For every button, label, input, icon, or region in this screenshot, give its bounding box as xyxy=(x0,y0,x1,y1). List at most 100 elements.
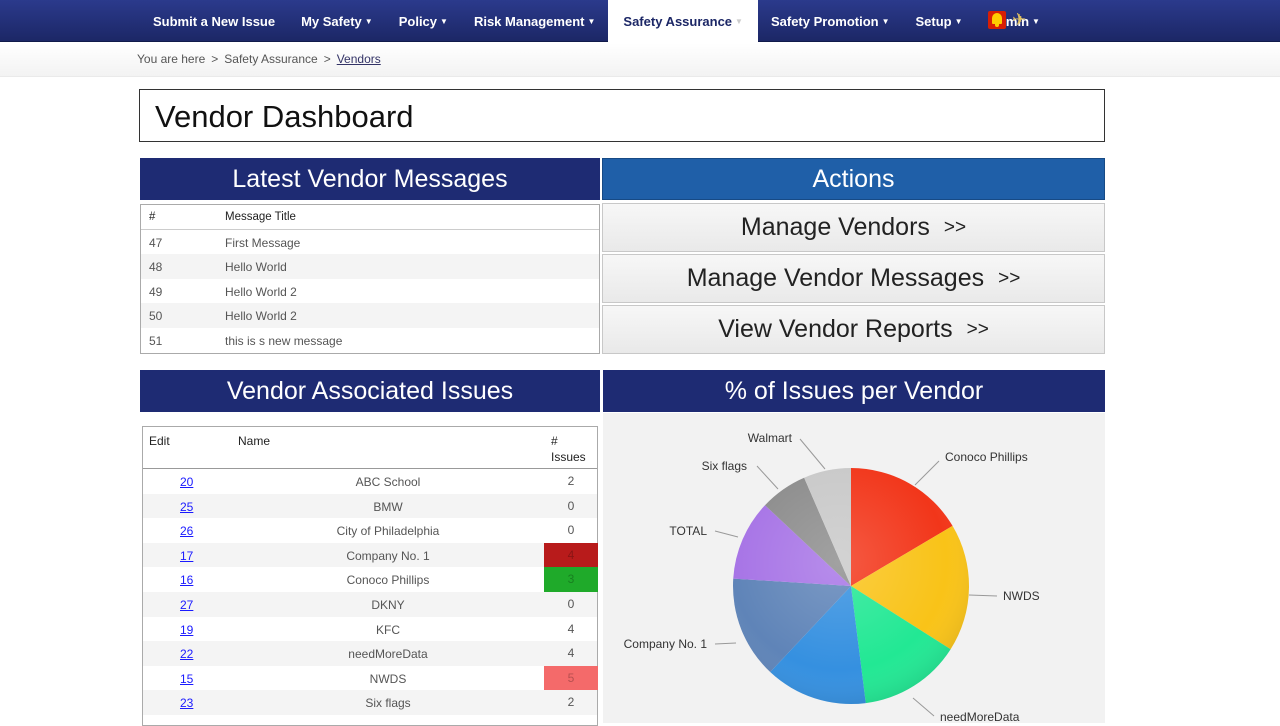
pie-slice-label: TOTAL xyxy=(669,524,707,538)
message-number: 51 xyxy=(149,334,163,348)
breadcrumb-current[interactable]: Vendors xyxy=(336,52,381,66)
breadcrumb-bar: You are here > Safety Assurance > Vendors xyxy=(0,43,1280,77)
pie-slice-label: NWDS xyxy=(1003,589,1040,603)
edit-link[interactable]: 19 xyxy=(180,622,194,637)
actions-panel-title: Actions xyxy=(812,164,895,193)
issues-table-header: Edit Name # Issues xyxy=(143,427,597,469)
message-number: 49 xyxy=(149,284,163,299)
message-number: 50 xyxy=(149,309,163,324)
nav-item-label: Safety Assurance xyxy=(623,13,733,29)
manage-vendors-button[interactable]: Manage Vendors >> xyxy=(602,203,1105,252)
edit-link[interactable]: 15 xyxy=(180,671,194,686)
caret-down-icon: ▼ xyxy=(954,16,963,26)
message-title: Hello World 2 xyxy=(225,284,297,299)
messages-table-header: # Message Title xyxy=(141,205,599,230)
caret-down-icon: ▼ xyxy=(440,16,448,26)
caret-down-icon: ▼ xyxy=(1032,16,1040,26)
vendor-name: Conoco Phillips xyxy=(346,573,430,588)
message-number: 48 xyxy=(149,260,163,275)
page-title: Vendor Dashboard xyxy=(155,99,414,134)
issue-count: 5 xyxy=(544,665,598,691)
pie-chart-svg: Conoco Phillips NWDS needMoreData Company N… xyxy=(624,431,1040,723)
alarm-bell-icon[interactable] xyxy=(988,10,1006,30)
caret-down-icon: ▼ xyxy=(881,16,890,26)
vendor-name: DKNY xyxy=(371,598,405,612)
chart-title: % of Issues per Vendor xyxy=(724,376,984,405)
nav-item-safety-promotion[interactable]: Safety Promotion ▼ xyxy=(758,0,903,42)
column-header-issues-hash[interactable]: # xyxy=(551,434,558,448)
message-title: First Message xyxy=(225,235,301,250)
caret-down-icon: ▼ xyxy=(587,16,596,26)
nav-item-risk-management[interactable]: Risk Management ▼ xyxy=(461,0,608,42)
edit-link[interactable]: 20 xyxy=(180,475,194,489)
nav-item-policy[interactable]: Policy ▼ xyxy=(386,0,461,42)
view-vendor-reports-label: View Vendor Reports xyxy=(718,315,953,343)
column-header-edit[interactable]: Edit xyxy=(149,434,170,448)
edit-link[interactable]: 27 xyxy=(180,598,194,612)
issue-count: 4 xyxy=(567,646,575,661)
arrows-icon: >> xyxy=(943,216,967,238)
messages-panel-title: Latest Vendor Messages xyxy=(232,164,508,193)
issues-pie-chart: Conoco Phillips NWDS needMoreData Company N… xyxy=(603,413,1105,723)
table-row[interactable]: 47 First Message xyxy=(141,230,599,255)
edit-link[interactable]: 26 xyxy=(180,524,194,539)
table-row[interactable]: 48 Hello World xyxy=(141,254,599,279)
caret-down-icon: ▼ xyxy=(735,16,743,26)
arrows-icon: >> xyxy=(998,267,1021,289)
vendor-name: needMoreData xyxy=(348,647,428,662)
pie-label-connector xyxy=(799,438,826,470)
table-row[interactable]: 50 Hello World 2 xyxy=(141,303,599,328)
column-header-name[interactable]: Name xyxy=(238,434,271,448)
table-row: 16 Conoco Phillips 3 xyxy=(143,567,598,592)
breadcrumb-separator: > xyxy=(211,52,219,66)
breadcrumb-prefix: You are here xyxy=(137,52,206,66)
nav-item-label: Risk Management xyxy=(473,13,585,29)
vendor-name: NWDS xyxy=(369,671,407,686)
table-row[interactable]: 51 this is s new message xyxy=(141,328,599,353)
page-title-box: Vendor Dashboard xyxy=(139,89,1105,142)
column-header-issues[interactable]: Issues xyxy=(551,450,586,464)
nav-item-setup[interactable]: Setup ▼ xyxy=(903,0,976,42)
breadcrumb-section[interactable]: Safety Assurance xyxy=(224,52,318,66)
nav-item-my-safety[interactable]: My Safety ▼ xyxy=(288,0,386,42)
breadcrumb-separator: > xyxy=(323,52,331,66)
nav-item-label: Safety Promotion xyxy=(770,13,879,29)
pie-label-connector xyxy=(914,460,940,486)
edit-link[interactable]: 16 xyxy=(180,573,194,588)
issue-count: 4 xyxy=(567,621,575,636)
pie-label-connector xyxy=(912,697,935,717)
table-row: 15 NWDS 5 xyxy=(143,665,598,691)
nav-item-submit-a-new-issue[interactable]: Submit a New Issue xyxy=(140,0,288,42)
vendor-name: Company No. 1 xyxy=(346,548,430,563)
view-vendor-reports-button[interactable]: View Vendor Reports >> xyxy=(602,305,1105,354)
column-header-number: # xyxy=(149,211,156,223)
table-row: 26 City of Philadelphia 0 xyxy=(143,518,597,543)
issue-count: 4 xyxy=(544,542,598,568)
messages-panel-header: Latest Vendor Messages xyxy=(140,158,600,200)
edit-link[interactable]: 17 xyxy=(180,548,194,563)
pie-slice-label: needMoreData xyxy=(940,710,1020,723)
nav-item-safety-assurance[interactable]: Safety Assurance ▼ xyxy=(608,0,758,42)
vendor-name: Six flags xyxy=(365,696,411,711)
table-row: 27 DKNY 0 xyxy=(143,592,597,617)
issue-count: 0 xyxy=(567,597,575,611)
table-row: 19 KFC 4 xyxy=(143,617,597,642)
edit-link[interactable]: 23 xyxy=(180,696,194,711)
airplane-icon[interactable]: ✈ xyxy=(1012,10,1027,29)
vendor-name: BMW xyxy=(373,499,403,514)
table-row: 17 Company No. 1 4 xyxy=(143,542,598,568)
nav-item-label: Submit a New Issue xyxy=(153,13,276,29)
manage-vendor-messages-label: Manage Vendor Messages xyxy=(686,264,985,292)
edit-link[interactable]: 25 xyxy=(180,499,194,514)
edit-link[interactable]: 22 xyxy=(180,647,194,662)
nav-item-label: Policy xyxy=(398,13,438,29)
issue-count: 0 xyxy=(567,523,575,538)
messages-table: # Message Title 47 First Message 48 Hello W… xyxy=(140,204,600,354)
vendor-name: ABC School xyxy=(355,475,421,489)
table-row[interactable]: 49 Hello World 2 xyxy=(141,279,599,304)
nav-item-label: Setup xyxy=(915,13,952,29)
pie-slice-label: Walmart xyxy=(748,431,793,445)
nav-icons: ✈ xyxy=(988,10,1026,30)
manage-vendor-messages-button[interactable]: Manage Vendor Messages >> xyxy=(602,254,1105,303)
table-row: 25 BMW 0 xyxy=(143,493,597,519)
